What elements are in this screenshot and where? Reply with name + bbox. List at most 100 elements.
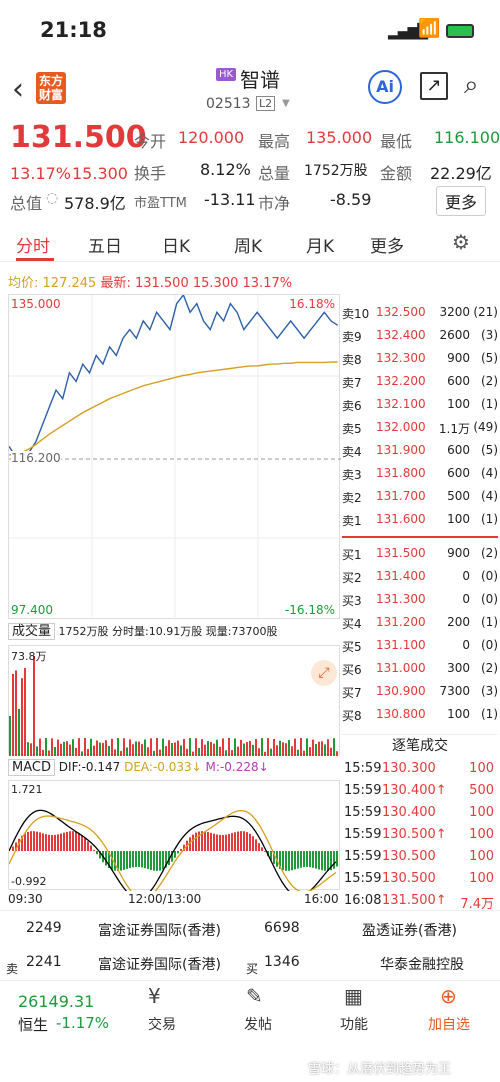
- wifi-icon: 📶: [418, 18, 441, 39]
- back-button[interactable]: ‹: [12, 72, 24, 107]
- volume-bar: [90, 738, 92, 756]
- low-label: 最低: [380, 132, 413, 151]
- volume-bar: [249, 740, 251, 756]
- ask-row[interactable]: 卖10 132.500 3200 (21): [342, 302, 498, 324]
- tab-day-k[interactable]: 日K: [162, 237, 191, 257]
- ask-row[interactable]: 卖2 131.700 500 (4): [342, 486, 498, 508]
- macd-bar: [27, 831, 29, 851]
- macd-bar: [123, 851, 125, 870]
- book-divider: [342, 536, 498, 538]
- tab-more[interactable]: 更多: [370, 237, 404, 257]
- share-icon[interactable]: ↗: [420, 72, 448, 100]
- trade-icon[interactable]: ¥: [148, 984, 161, 1008]
- trade-time: 15:59: [344, 761, 382, 776]
- macd-bar: [162, 851, 164, 870]
- volume-bar: [207, 741, 209, 756]
- macd-bar: [294, 851, 296, 870]
- macd-chart: 1.721 -0.992: [8, 780, 340, 900]
- trade-volume: 7.4万: [460, 897, 494, 912]
- gear-icon[interactable]: ⚙: [452, 230, 470, 254]
- ask-row[interactable]: 卖5 132.000 1.1万 (49): [342, 417, 498, 439]
- ai-button[interactable]: Ai: [368, 70, 402, 104]
- latest-label: 最新:: [100, 276, 131, 291]
- macd-bar: [57, 834, 59, 851]
- trades-title[interactable]: 逐笔成交: [342, 734, 498, 756]
- volume-bar: [156, 738, 158, 756]
- ask-row[interactable]: 卖3 131.800 600 (4): [342, 463, 498, 485]
- volume-bar: [213, 743, 215, 756]
- ask-row[interactable]: 卖8 132.300 900 (5): [342, 348, 498, 370]
- avg-value: 127.245: [42, 276, 97, 291]
- bid-label: 买4: [342, 617, 362, 631]
- function-button[interactable]: 功能: [340, 1017, 368, 1033]
- bid-row[interactable]: 买4 131.200 200 (1): [342, 612, 498, 634]
- volume-bar: [240, 739, 242, 756]
- macd-bar: [66, 831, 68, 851]
- ask-row[interactable]: 卖4 131.900 600 (5): [342, 440, 498, 462]
- macd-svg: [8, 809, 338, 900]
- post-icon[interactable]: ✎: [246, 984, 263, 1008]
- ask-row[interactable]: 卖6 132.100 100 (1): [342, 394, 498, 416]
- latest-value: 131.500: [134, 276, 189, 291]
- volume-bar: [210, 741, 212, 756]
- bid-label: 买8: [342, 709, 362, 723]
- info-icon[interactable]: ◌: [46, 190, 59, 206]
- bid-count: (0): [481, 592, 498, 606]
- macd-bar: [321, 851, 323, 871]
- expand-icon[interactable]: ⤢: [311, 660, 337, 686]
- trade-button[interactable]: 交易: [148, 1017, 176, 1033]
- volume-bar: [99, 742, 101, 756]
- broker-id: 2241: [26, 954, 62, 970]
- bid-label: 买3: [342, 594, 362, 608]
- volume-indicator-button[interactable]: 成交量: [8, 623, 56, 640]
- macd-bar: [168, 851, 170, 866]
- intraday-chart[interactable]: 135.000 16.18% 116.200 97.400 -16.18%: [8, 293, 341, 620]
- volume-svg: [9, 656, 338, 756]
- macd-bottom-label: -0.992: [11, 875, 47, 888]
- macd-bar: [54, 834, 56, 851]
- bid-row[interactable]: 买8 130.800 100 (1): [342, 704, 498, 726]
- macd-bar: [336, 851, 338, 867]
- post-button[interactable]: 发帖: [244, 1017, 272, 1033]
- add-watchlist-button[interactable]: 加自选: [428, 1017, 470, 1033]
- tab-week-k[interactable]: 周K: [234, 237, 263, 257]
- bid-volume: 7300: [439, 684, 470, 698]
- dropdown-icon[interactable]: ▼: [282, 98, 290, 109]
- macd-top-label: 1.721: [11, 783, 43, 796]
- stock-name: 智谱: [240, 68, 280, 92]
- bid-row[interactable]: 买1 131.500 900 (2): [342, 543, 498, 565]
- macd-bar: [33, 831, 35, 851]
- bid-row[interactable]: 买5 131.100 0 (0): [342, 635, 498, 657]
- ask-row[interactable]: 卖1 131.600 100 (1): [342, 509, 498, 531]
- volume-header: 成交量 1752万股 分时量:10.91万股 现量:73700股: [8, 620, 340, 640]
- bid-row[interactable]: 买3 131.300 0 (0): [342, 589, 498, 611]
- search-icon[interactable]: ⌕: [464, 70, 479, 100]
- macd-bar: [210, 832, 212, 851]
- bid-row[interactable]: 买7 130.900 7300 (3): [342, 681, 498, 703]
- macd-indicator-button[interactable]: MACD: [8, 759, 55, 776]
- tab-5day[interactable]: 五日: [88, 237, 122, 257]
- add-icon[interactable]: ⊕: [440, 984, 457, 1008]
- more-button[interactable]: 更多: [436, 186, 487, 216]
- ask-volume: 100: [447, 397, 470, 411]
- tab-month-k[interactable]: 月K: [306, 237, 335, 257]
- tab-intraday[interactable]: 分时: [16, 237, 50, 257]
- index-value[interactable]: 26149.31: [18, 992, 95, 1011]
- volume-bar: [102, 742, 104, 756]
- function-icon[interactable]: ▦: [344, 984, 363, 1008]
- open-label: 今开: [134, 132, 167, 151]
- macd-bar: [207, 831, 209, 851]
- macd-bar: [114, 851, 116, 871]
- volume-bar: [180, 745, 182, 756]
- bid-price: 130.800: [376, 707, 426, 721]
- amount-value: 22.29亿: [430, 164, 492, 183]
- volume-bar: [117, 738, 119, 756]
- trade-price: 130.500↑: [382, 827, 447, 842]
- ask-row[interactable]: 卖7 132.200 600 (2): [342, 371, 498, 393]
- bid-row[interactable]: 买6 131.000 300 (2): [342, 658, 498, 680]
- level-badge[interactable]: L2: [256, 96, 276, 111]
- macd-bar: [63, 832, 65, 851]
- ask-row[interactable]: 卖9 132.400 2600 (3): [342, 325, 498, 347]
- battery-icon: [446, 24, 474, 38]
- bid-row[interactable]: 买2 131.400 0 (0): [342, 566, 498, 588]
